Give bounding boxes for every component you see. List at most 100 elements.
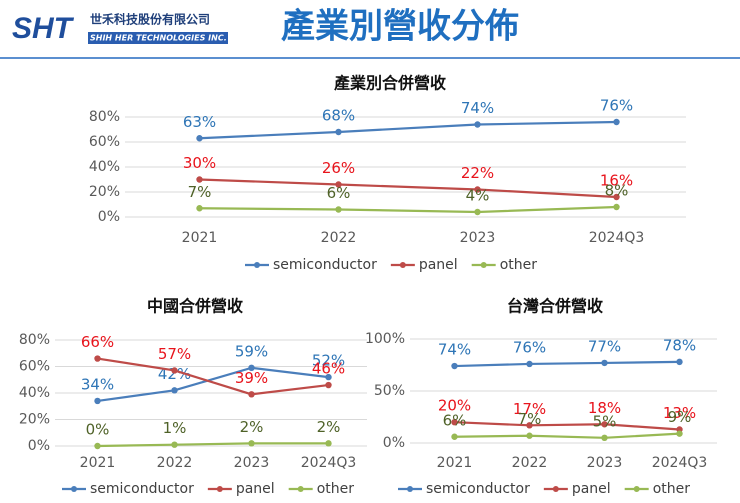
y-tick-label: 50% bbox=[374, 383, 405, 399]
point bbox=[335, 128, 342, 136]
value-label: 74% bbox=[461, 99, 494, 117]
x-tick-label: 2023 bbox=[587, 455, 623, 471]
value-label: 4% bbox=[466, 187, 490, 205]
page-title: 產業別營收分佈 bbox=[281, 7, 519, 47]
legend-marker bbox=[297, 486, 304, 492]
value-label: 39% bbox=[235, 369, 268, 387]
y-tick-label: 100% bbox=[365, 331, 405, 347]
point bbox=[325, 373, 332, 381]
chart-title: 中國合併營收 bbox=[147, 297, 243, 316]
value-label: 17% bbox=[513, 400, 546, 418]
point bbox=[474, 208, 481, 216]
point bbox=[325, 440, 332, 447]
y-tick-label: 40% bbox=[89, 159, 120, 175]
point bbox=[196, 205, 203, 212]
legend-marker bbox=[407, 486, 413, 492]
x-tick-label: 2021 bbox=[182, 230, 218, 246]
series-line bbox=[454, 432, 680, 439]
value-label: 66% bbox=[81, 333, 114, 351]
value-label: 1% bbox=[163, 419, 187, 437]
company-en-over: SHIH HER TECHNOLOGIES INC. bbox=[90, 34, 227, 43]
point bbox=[474, 186, 481, 193]
value-label: 26% bbox=[322, 159, 355, 177]
x-tick-label: 2024Q3 bbox=[652, 455, 708, 471]
chart-title: 台灣合併營收 bbox=[507, 297, 603, 316]
value-label: 34% bbox=[81, 375, 114, 393]
x-tick-label: 2021 bbox=[80, 455, 116, 471]
series-line bbox=[454, 360, 680, 368]
point bbox=[196, 135, 203, 142]
value-label: 59% bbox=[235, 342, 268, 360]
point bbox=[601, 359, 608, 367]
legend-marker bbox=[216, 486, 223, 492]
value-label: 77% bbox=[588, 337, 621, 355]
y-tick-label: 20% bbox=[89, 184, 120, 200]
value-label: 68% bbox=[322, 107, 355, 125]
point bbox=[451, 362, 458, 370]
value-label: 5% bbox=[593, 412, 617, 430]
y-tick-label: 80% bbox=[19, 332, 50, 348]
point bbox=[94, 355, 101, 362]
logo: SHT bbox=[12, 12, 75, 45]
value-label: 6% bbox=[327, 184, 351, 202]
x-tick-label: 2022 bbox=[321, 230, 357, 246]
value-label: 20% bbox=[438, 397, 471, 415]
point bbox=[248, 391, 255, 398]
legend-marker bbox=[480, 262, 487, 268]
point bbox=[676, 358, 683, 366]
point bbox=[613, 193, 620, 201]
y-tick-label: 0% bbox=[383, 435, 405, 451]
value-label: 13% bbox=[663, 404, 696, 422]
value-label: 2% bbox=[240, 418, 264, 436]
point bbox=[601, 434, 608, 441]
legend-label: panel bbox=[572, 481, 611, 497]
value-label: 7% bbox=[518, 410, 542, 428]
x-tick-label: 2024Q3 bbox=[301, 455, 357, 471]
value-label: 8% bbox=[605, 182, 629, 200]
legend-label: semiconductor bbox=[426, 481, 530, 497]
legend-label: other bbox=[317, 481, 355, 497]
value-label: 0% bbox=[86, 421, 110, 439]
legend-marker bbox=[552, 486, 559, 492]
logo-band bbox=[88, 32, 228, 44]
series-line bbox=[199, 205, 617, 214]
company-zh: 世禾科技股份有限公司 bbox=[90, 12, 210, 27]
point bbox=[474, 121, 481, 128]
point bbox=[94, 397, 101, 405]
value-label: 52% bbox=[312, 352, 345, 370]
value-label: 16% bbox=[600, 172, 633, 190]
point bbox=[613, 203, 620, 211]
point bbox=[335, 181, 342, 188]
legend-label: panel bbox=[419, 257, 458, 273]
point bbox=[248, 364, 255, 372]
x-tick-label: 2023 bbox=[460, 230, 496, 246]
legend-marker bbox=[71, 486, 77, 492]
value-label: 18% bbox=[588, 399, 621, 417]
series-line bbox=[199, 120, 617, 140]
series-line bbox=[199, 178, 617, 199]
x-tick-label: 2022 bbox=[512, 455, 548, 471]
value-label: 6% bbox=[443, 411, 467, 429]
series-line bbox=[97, 366, 329, 403]
value-label: 76% bbox=[513, 338, 546, 356]
point bbox=[171, 387, 178, 394]
point bbox=[248, 440, 255, 447]
value-label: 78% bbox=[663, 336, 696, 354]
value-label: 57% bbox=[158, 345, 191, 363]
series-line bbox=[454, 421, 680, 431]
value-label: 9% bbox=[668, 408, 692, 426]
y-tick-label: 60% bbox=[89, 134, 120, 150]
value-label: 74% bbox=[438, 341, 471, 359]
point bbox=[94, 442, 101, 450]
point bbox=[451, 419, 458, 426]
y-tick-label: 60% bbox=[19, 359, 50, 375]
x-tick-label: 2024Q3 bbox=[589, 230, 645, 246]
chart-title: 產業別合併營收 bbox=[334, 74, 446, 93]
point bbox=[325, 381, 332, 389]
series-line bbox=[97, 357, 329, 396]
legend-marker bbox=[254, 262, 260, 268]
value-label: 30% bbox=[183, 154, 216, 172]
y-tick-label: 40% bbox=[19, 385, 50, 401]
point bbox=[526, 422, 533, 429]
